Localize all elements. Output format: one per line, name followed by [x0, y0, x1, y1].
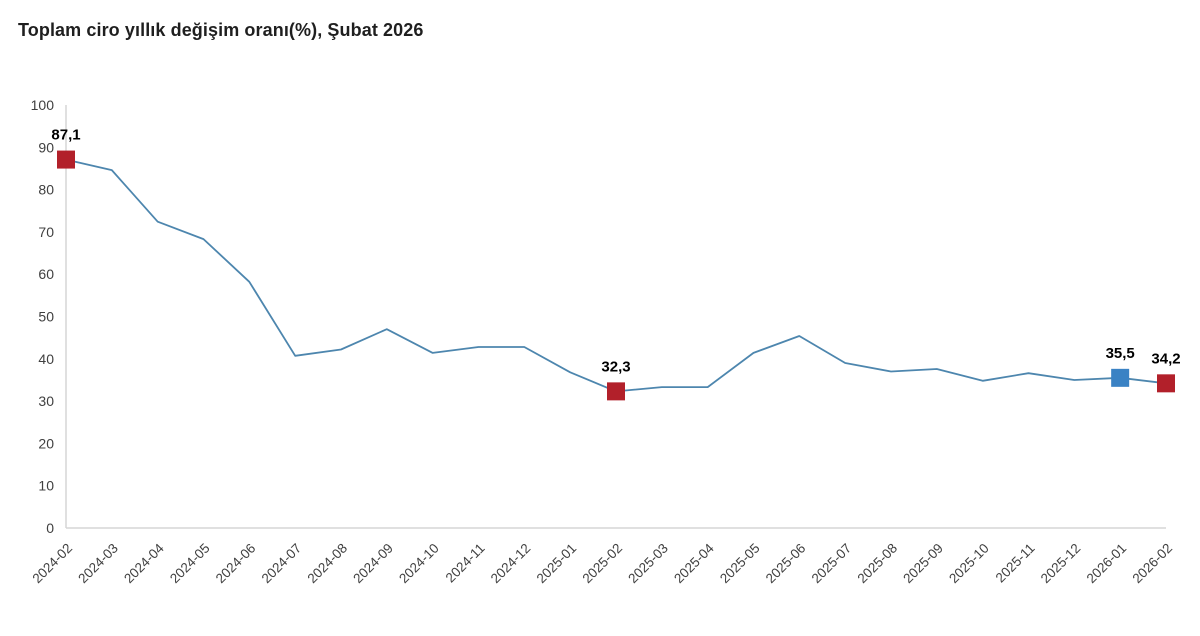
- x-tick-label: 2025-03: [625, 541, 671, 587]
- x-tick-label: 2025-02: [579, 541, 625, 587]
- x-tick-label: 2024-06: [213, 541, 259, 587]
- x-tick-label: 2024-07: [259, 541, 305, 587]
- data-point-marker-2025-02[interactable]: [607, 382, 625, 401]
- data-point-label-2025-02: 32,3: [601, 358, 630, 375]
- data-point-marker-2026-01[interactable]: [1111, 368, 1130, 387]
- y-tick-label: 10: [38, 478, 54, 494]
- data-point-label-2026-01: 35,5: [1106, 345, 1135, 362]
- y-tick-label: 20: [38, 435, 54, 451]
- x-tick-label: 2024-10: [396, 541, 442, 587]
- x-tick-label: 2026-01: [1084, 541, 1130, 587]
- y-tick-label: 70: [38, 224, 54, 240]
- x-tick-label: 2025-11: [993, 541, 1038, 586]
- x-tick-label: 2025-09: [900, 541, 946, 587]
- x-tick-label: 2025-07: [809, 541, 855, 587]
- y-tick-label: 80: [38, 182, 54, 198]
- y-tick-label: 50: [38, 309, 54, 325]
- x-tick-label: 2024-05: [167, 541, 213, 587]
- data-point-label-2026-02: 34,2: [1151, 350, 1180, 367]
- x-tick-label: 2024-09: [350, 541, 396, 587]
- y-tick-label: 90: [38, 139, 54, 155]
- y-tick-label: 100: [31, 97, 55, 113]
- y-tick-label: 0: [46, 520, 54, 536]
- y-tick-label: 30: [38, 393, 54, 409]
- y-tick-label: 60: [38, 266, 54, 282]
- x-tick-label: 2025-06: [763, 541, 809, 587]
- y-tick-label: 40: [38, 351, 54, 367]
- x-tick-label: 2025-01: [534, 541, 580, 587]
- x-tick-label: 2025-12: [1038, 541, 1084, 587]
- x-tick-label: 2025-10: [946, 541, 992, 587]
- x-tick-label: 2024-11: [443, 541, 488, 586]
- data-point-marker-2024-02[interactable]: [57, 150, 75, 169]
- chart-title: Toplam ciro yıllık değişim oranı(%), Şub…: [18, 20, 424, 40]
- x-tick-label: 2024-03: [75, 541, 121, 587]
- data-point-label-2024-02: 87,1: [51, 127, 80, 144]
- x-tick-label: 2026-02: [1129, 541, 1175, 587]
- x-tick-label: 2025-05: [717, 541, 763, 587]
- x-tick-label: 2024-12: [488, 541, 534, 587]
- x-tick-label: 2024-02: [29, 541, 75, 587]
- x-tick-label: 2024-04: [121, 540, 167, 586]
- x-tick-label: 2024-08: [304, 541, 350, 587]
- x-tick-label: 2025-04: [671, 540, 717, 586]
- series-line: [65, 158, 1167, 393]
- x-tick-label: 2025-08: [854, 541, 900, 587]
- data-point-marker-2026-02[interactable]: [1157, 374, 1175, 393]
